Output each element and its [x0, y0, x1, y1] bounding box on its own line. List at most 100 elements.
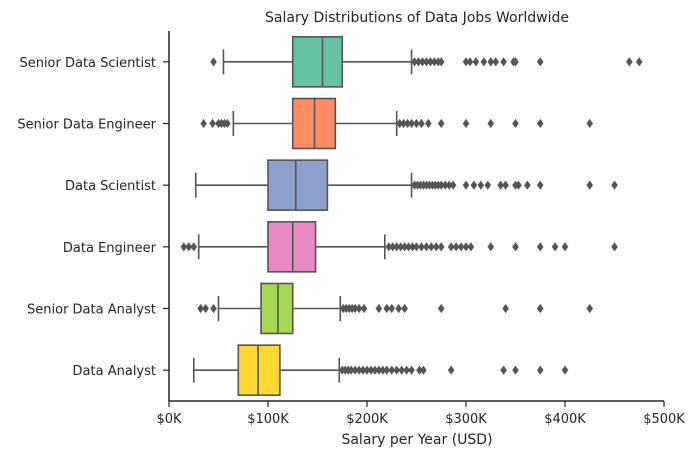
outlier-point — [437, 118, 445, 129]
outlier-point — [209, 118, 216, 129]
outlier-point — [411, 57, 418, 67]
iqr-box — [291, 36, 344, 88]
outlier-point — [500, 365, 507, 375]
outlier-point — [396, 118, 403, 129]
outlier-point — [379, 365, 387, 375]
outlier-point — [462, 180, 470, 190]
outlier-point — [420, 365, 427, 375]
plot-area — [180, 36, 643, 396]
outlier-point — [536, 365, 544, 375]
outlier-point — [472, 57, 480, 67]
outlier-point — [524, 180, 531, 190]
outlier-point — [400, 118, 407, 129]
x-axis: $0K $100K $200K $300K $400K $500K — [156, 400, 685, 427]
outlier-point — [428, 242, 435, 252]
category-label: Data Analyst — [73, 364, 156, 379]
outlier-point — [449, 180, 457, 190]
outlier-point — [389, 242, 397, 252]
outlier-point — [351, 303, 359, 314]
outlier-point — [355, 365, 363, 375]
outlier-point — [512, 57, 519, 67]
outlier-point — [202, 303, 209, 314]
x-axis-label: Salary per Year (USD) — [341, 432, 492, 448]
outlier-point — [477, 180, 485, 190]
outlier-point — [466, 57, 474, 67]
outlier-point — [497, 180, 504, 190]
outlier-point — [433, 242, 440, 252]
outlier-point — [363, 365, 371, 375]
outlier-point — [413, 118, 420, 129]
outlier-point — [359, 365, 367, 375]
outlier-point — [561, 242, 569, 252]
y-axis: Senior Data Scientist Senior Data Enginee… — [17, 31, 170, 401]
outlier-point — [404, 118, 411, 129]
box-group — [194, 159, 618, 211]
outlier-point — [512, 242, 519, 252]
outlier-point — [401, 242, 408, 252]
outlier-point — [383, 303, 391, 314]
outlier-point — [445, 180, 453, 190]
outlier-point — [536, 57, 544, 67]
outlier-point — [586, 180, 594, 190]
outlier-point — [561, 365, 569, 375]
iqr-box — [237, 344, 281, 396]
x-tick-label: $100K — [247, 412, 289, 427]
outlier-point — [515, 180, 522, 190]
outlier-point — [611, 242, 618, 252]
outlier-point — [437, 57, 445, 67]
outlier-point — [551, 242, 559, 252]
outlier-point — [452, 242, 460, 252]
outlier-point — [427, 57, 434, 67]
outlier-point — [536, 303, 544, 314]
outlier-point — [185, 242, 193, 252]
outlier-point — [409, 242, 416, 252]
outlier-point — [403, 365, 410, 375]
box-group — [192, 344, 569, 396]
category-label: Senior Data Scientist — [19, 56, 156, 71]
category-label: Data Scientist — [65, 179, 156, 194]
outlier-point — [375, 303, 383, 314]
x-tick-label: $400K — [544, 412, 586, 427]
outlier-point — [415, 57, 422, 67]
iqr-box — [260, 282, 294, 335]
outlier-point — [536, 180, 544, 190]
outlier-point — [413, 242, 420, 252]
outlier-point — [502, 303, 509, 314]
outlier-point — [437, 242, 445, 252]
outlier-point — [360, 303, 368, 314]
box-group — [210, 36, 643, 88]
outlier-point — [408, 118, 415, 129]
outlier-point — [210, 57, 217, 67]
outlier-point — [418, 242, 425, 252]
outlier-point — [462, 118, 470, 129]
box-group — [200, 97, 594, 150]
outlier-point — [388, 303, 396, 314]
outlier-point — [586, 118, 594, 129]
outlier-point — [512, 365, 519, 375]
category-label: Senior Data Analyst — [27, 303, 156, 318]
outlier-point — [418, 118, 425, 129]
category-label: Senior Data Engineer — [17, 118, 156, 133]
outlier-point — [401, 303, 408, 314]
outlier-point — [200, 118, 207, 129]
outlier-point — [467, 242, 475, 252]
outlier-point — [487, 118, 495, 129]
outlier-point — [180, 242, 188, 252]
outlier-point — [405, 242, 412, 252]
outlier-point — [480, 57, 488, 67]
outlier-point — [210, 303, 217, 314]
outlier-point — [419, 57, 426, 67]
outlier-point — [626, 57, 633, 67]
outlier-point — [437, 180, 445, 190]
outlier-point — [423, 57, 430, 67]
outlier-point — [502, 180, 509, 190]
x-tick-label: $0K — [156, 412, 182, 427]
outlier-point — [536, 118, 544, 129]
outlier-point — [371, 365, 379, 375]
outlier-point — [470, 180, 478, 190]
box-group — [197, 282, 594, 335]
outlier-point — [224, 118, 231, 129]
outlier-point — [347, 365, 355, 375]
outlier-point — [441, 180, 449, 190]
